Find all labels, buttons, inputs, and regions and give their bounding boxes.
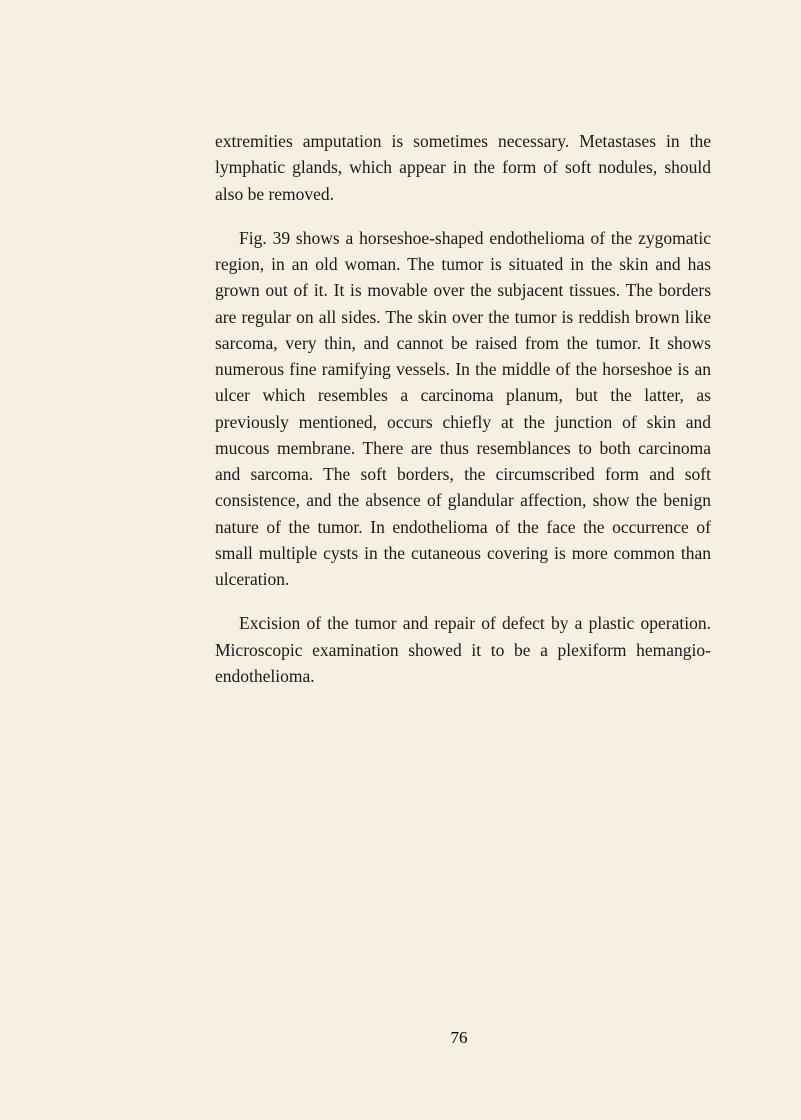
paragraph-3: Excision of the tumor and repair of defe… [215,610,711,689]
paragraph-1: extremities amputation is sometimes nece… [215,128,711,207]
paragraph-2: Fig. 39 shows a horseshoe-shaped endothe… [215,225,711,593]
page-content: extremities amputation is sometimes nece… [0,0,801,757]
page-number: 76 [451,1028,468,1048]
